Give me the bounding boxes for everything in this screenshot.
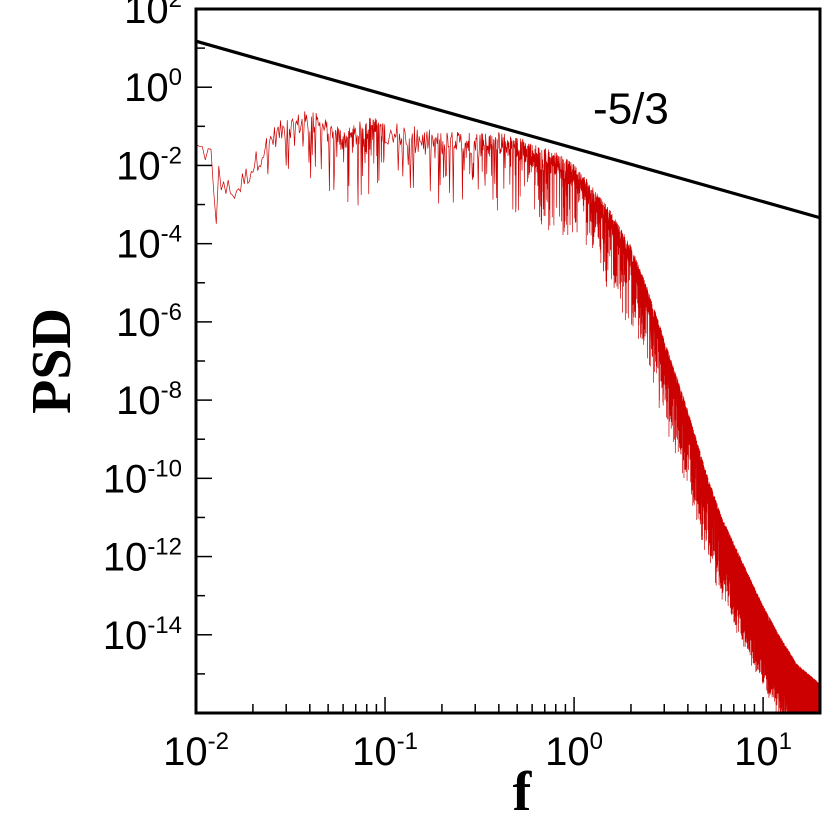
x-tick-label: 100 <box>545 728 603 774</box>
y-tick-label: 10-12 <box>103 534 182 580</box>
x-axis-title: f <box>513 761 533 823</box>
y-tick-label: 102 <box>124 0 182 32</box>
series-layer <box>196 39 820 713</box>
y-tick-label: 10-8 <box>116 377 182 423</box>
y-tick-label: 10-2 <box>116 142 182 188</box>
x-tick-labels: 10-2 10-1 100 101 <box>163 728 792 774</box>
y-tick-label: 10-6 <box>116 299 182 345</box>
annotations: -5/3 <box>593 85 669 134</box>
y-tick-marks <box>196 8 212 714</box>
slope-reference-line <box>196 39 820 220</box>
y-tick-label: 100 <box>124 64 182 110</box>
y-axis-title: PSD <box>21 308 83 414</box>
x-tick-label: 101 <box>734 728 792 774</box>
y-tick-label: 10-4 <box>116 221 182 267</box>
y-tick-label: 10-10 <box>103 455 182 501</box>
x-tick-label: 10-2 <box>163 728 229 774</box>
y-tick-labels: 102 100 10-2 10-4 10-6 10-8 10-10 10-12 10-14 <box>103 0 182 658</box>
psd-series-line <box>196 111 820 713</box>
y-tick-label: 10-14 <box>103 612 182 658</box>
x-tick-marks <box>195 697 821 713</box>
slope-annotation: -5/3 <box>593 85 669 134</box>
x-tick-label: 10-1 <box>352 728 418 774</box>
